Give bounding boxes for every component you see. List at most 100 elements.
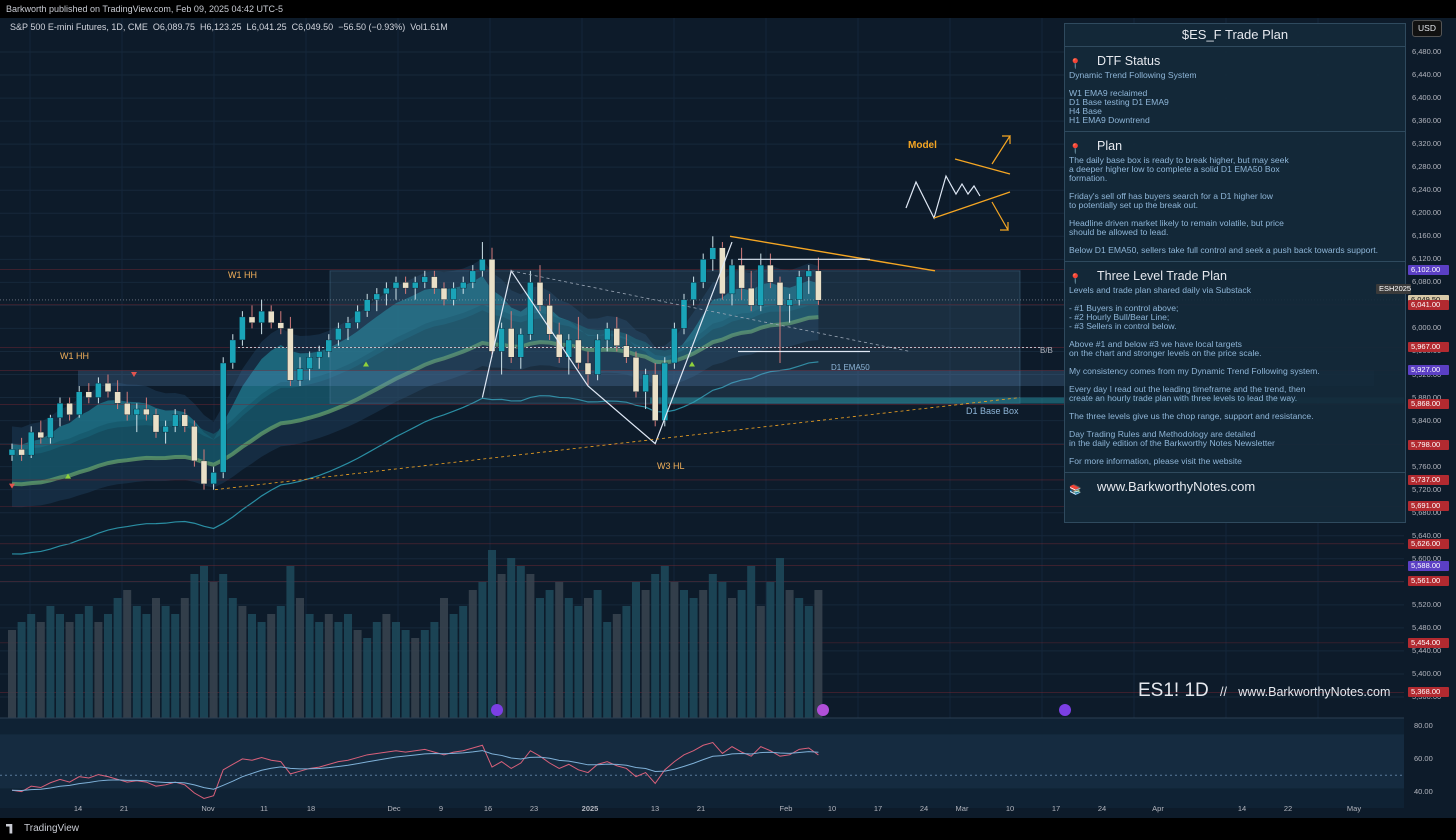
change-value: −56.50 (−0.93%) xyxy=(338,22,406,32)
time-tick-label: 16 xyxy=(483,804,493,813)
price-tag: 5,588.00 xyxy=(1408,560,1449,571)
candle-body xyxy=(508,328,515,358)
price-tick-label: 6,240.00 xyxy=(1412,185,1442,195)
volume-bar xyxy=(420,630,429,718)
time-tick-label: Mar xyxy=(955,804,969,813)
section-dtf-status: 📍 DTF Status Dynamic Trend Following Syst… xyxy=(1065,47,1405,132)
event-marker-icon xyxy=(817,704,829,716)
candle-body xyxy=(133,408,141,416)
volume-bar xyxy=(363,638,372,718)
section-heading: Three Level Trade Plan xyxy=(1097,269,1227,283)
volume-bar xyxy=(593,590,602,718)
time-tick-label: 24 xyxy=(919,804,929,813)
price-tick-label: 5,880.00 xyxy=(1412,392,1442,402)
event-marker-icon xyxy=(1059,704,1071,716)
price-tick-label: 5,640.00 xyxy=(1412,530,1442,540)
price-tick-label: 6,320.00 xyxy=(1412,139,1442,149)
trade-plan-panel: $ES_F Trade Plan 📍 DTF Status Dynamic Tre… xyxy=(1064,23,1406,523)
candle-body xyxy=(460,282,467,289)
volume-bar xyxy=(248,614,256,718)
time-tick-label: 17 xyxy=(873,804,883,813)
candle-body xyxy=(47,417,54,439)
candle-body xyxy=(479,259,486,272)
candles xyxy=(8,236,822,490)
candle-body xyxy=(364,299,371,312)
tradingview-logo[interactable]: TradingView xyxy=(6,823,79,834)
price-tick-label: 6,280.00 xyxy=(1412,162,1442,172)
candle-body xyxy=(75,391,83,416)
high-value: 6,123.25 xyxy=(206,22,242,32)
volume-bar xyxy=(401,630,410,718)
candle-body xyxy=(392,282,400,289)
price-tag: 5,454.00 xyxy=(1408,637,1449,648)
oscillator-tick-label: 60.00 xyxy=(1414,753,1433,763)
volume-bar xyxy=(555,582,564,718)
time-tick-label: 9 xyxy=(438,804,444,813)
time-tick-label: 21 xyxy=(119,804,129,813)
candle-body xyxy=(268,310,275,323)
price-tick-label: 5,440.00 xyxy=(1412,645,1442,655)
candle-body xyxy=(748,287,755,306)
panel-title: $ES_F Trade Plan xyxy=(1065,24,1405,47)
resistance-trendline xyxy=(729,235,936,272)
volume-bar xyxy=(334,622,343,718)
volume-bar xyxy=(785,590,794,718)
candle-body xyxy=(8,449,16,456)
candle-body xyxy=(450,287,457,300)
candle-body xyxy=(469,270,476,283)
event-markers[interactable] xyxy=(491,704,1071,716)
volume-bar xyxy=(142,614,151,718)
pin-icon: 📍 xyxy=(1069,274,1082,285)
candle-body xyxy=(95,382,102,398)
time-tick-label: 23 xyxy=(529,804,539,813)
volume-bar xyxy=(795,598,804,718)
annotation-w3hl: W3 HL xyxy=(657,461,685,471)
volume-bar xyxy=(219,574,228,718)
time-tick-label: Feb xyxy=(779,804,793,813)
price-tick-label: 5,600.00 xyxy=(1412,553,1442,563)
section-body: The daily base box is ready to break hig… xyxy=(1069,155,1379,255)
candle-body xyxy=(517,333,524,358)
time-tick-label: 10 xyxy=(1005,804,1015,813)
time-tick-label: 14 xyxy=(73,804,83,813)
publish-header: Barkworth published on TradingView.com, … xyxy=(0,0,1456,18)
volume-bar xyxy=(353,630,362,718)
candle-body xyxy=(354,310,361,323)
volume-bar xyxy=(190,574,199,718)
candle-body xyxy=(171,414,179,427)
drawings xyxy=(9,135,1021,491)
price-tag: ESH2025 xyxy=(1376,283,1411,294)
candle-body xyxy=(28,431,35,456)
volume-bar xyxy=(497,574,506,718)
time-tick-label: 24 xyxy=(1097,804,1107,813)
volume-bar xyxy=(670,582,679,718)
candle-body xyxy=(66,403,73,416)
books-icon: 📚 xyxy=(1069,485,1082,496)
volume-bar xyxy=(36,622,45,718)
candle-body xyxy=(594,339,601,375)
model-lower xyxy=(933,191,1011,219)
candle-body xyxy=(335,328,342,341)
time-tick-label: 22 xyxy=(1283,804,1293,813)
volume-bar xyxy=(622,606,631,718)
volume-bar xyxy=(660,566,669,718)
price-tag: 5,967.00 xyxy=(1408,342,1449,353)
candle-body xyxy=(786,299,793,306)
price-tick-label: 5,720.00 xyxy=(1412,484,1442,494)
candle-body xyxy=(642,374,649,392)
volume-bar xyxy=(56,614,64,718)
time-tick-label: 14 xyxy=(1237,804,1247,813)
volume-bar xyxy=(430,622,439,718)
candle-body xyxy=(383,287,390,295)
currency-button[interactable]: USD xyxy=(1412,20,1442,37)
time-tick-label: Nov xyxy=(201,804,215,813)
volume-bar xyxy=(411,638,420,718)
time-tick-label: May xyxy=(1346,804,1362,813)
website-link[interactable]: www.BarkworthyNotes.com xyxy=(1097,479,1256,494)
volume-bar xyxy=(612,614,621,718)
candle-body xyxy=(152,414,160,433)
candle-body xyxy=(37,431,44,439)
volume-bar xyxy=(161,606,170,718)
candle-body xyxy=(114,391,121,404)
candle-body xyxy=(440,287,448,300)
